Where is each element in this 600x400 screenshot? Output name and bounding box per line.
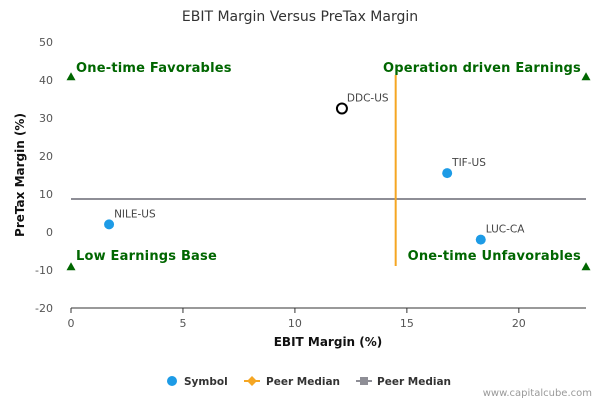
data-point xyxy=(104,219,115,230)
data-point-label: TIF-US xyxy=(451,157,486,169)
data-point xyxy=(475,234,486,245)
quadrant-top-right-label: Operation driven Earnings xyxy=(383,61,581,76)
y-tick-label: 50 xyxy=(39,36,53,49)
quadrant-bottom-left-label: Low Earnings Base xyxy=(76,249,217,264)
quadrant-top-left-label: One-time Favorables xyxy=(76,61,232,76)
legend-diamond-icon xyxy=(247,376,257,386)
peer-median-lines xyxy=(71,75,586,266)
y-tick-label: 0 xyxy=(46,226,53,239)
data-point-label: LUC-CA xyxy=(486,224,525,236)
x-tick-label: 0 xyxy=(68,317,75,330)
quadrant-marker-triangle-icon xyxy=(66,262,76,271)
legend-item-peer-median-y[interactable]: Peer Median xyxy=(356,376,451,388)
x-axis-ticks: 0 5 10 15 20 xyxy=(68,308,526,330)
quadrant-marker-triangle-icon xyxy=(66,72,76,81)
quadrant-bottom-right-label: One-time Unfavorables xyxy=(408,249,581,264)
legend-label-peer-median-x: Peer Median xyxy=(266,376,340,388)
chart-title: EBIT Margin Versus PreTax Margin xyxy=(182,9,418,25)
x-tick-label: 15 xyxy=(400,317,414,330)
legend-label-peer-median-y: Peer Median xyxy=(377,376,451,388)
legend-item-symbol[interactable]: Symbol xyxy=(167,376,228,388)
quadrant-marker-triangle-icon xyxy=(581,262,591,271)
data-point-label: DDC-US xyxy=(347,93,389,105)
quadrant-markers xyxy=(66,72,591,271)
legend-label-symbol: Symbol xyxy=(184,376,228,388)
data-point-label: NILE-US xyxy=(114,208,156,220)
x-tick-label: 5 xyxy=(179,317,186,330)
y-tick-label: 20 xyxy=(39,150,53,163)
quadrant-labels: One-time Favorables Operation driven Ear… xyxy=(76,61,581,264)
data-point xyxy=(442,168,453,179)
legend-circle-icon xyxy=(167,376,177,386)
y-tick-label: -20 xyxy=(35,302,53,315)
watermark: www.capitalcube.com xyxy=(483,388,592,399)
x-tick-label: 10 xyxy=(288,317,302,330)
y-tick-label: 10 xyxy=(39,188,53,201)
quadrant-marker-triangle-icon xyxy=(581,72,591,81)
legend[interactable]: Symbol Peer Median Peer Median xyxy=(167,376,451,388)
y-tick-label: -10 xyxy=(35,264,53,277)
legend-item-peer-median-x[interactable]: Peer Median xyxy=(244,376,340,388)
y-tick-label: 40 xyxy=(39,74,53,87)
legend-square-icon xyxy=(360,377,368,385)
data-points: DDC-US TIF-US NILE-US LUC-CA xyxy=(104,93,525,245)
x-tick-label: 20 xyxy=(512,317,526,330)
x-axis-label: EBIT Margin (%) xyxy=(274,335,383,349)
y-axis-label: PreTax Margin (%) xyxy=(13,113,27,237)
y-axis-ticks: 50 40 30 20 10 0 -10 -20 xyxy=(35,36,53,315)
y-tick-label: 30 xyxy=(39,112,53,125)
data-point xyxy=(335,102,348,115)
